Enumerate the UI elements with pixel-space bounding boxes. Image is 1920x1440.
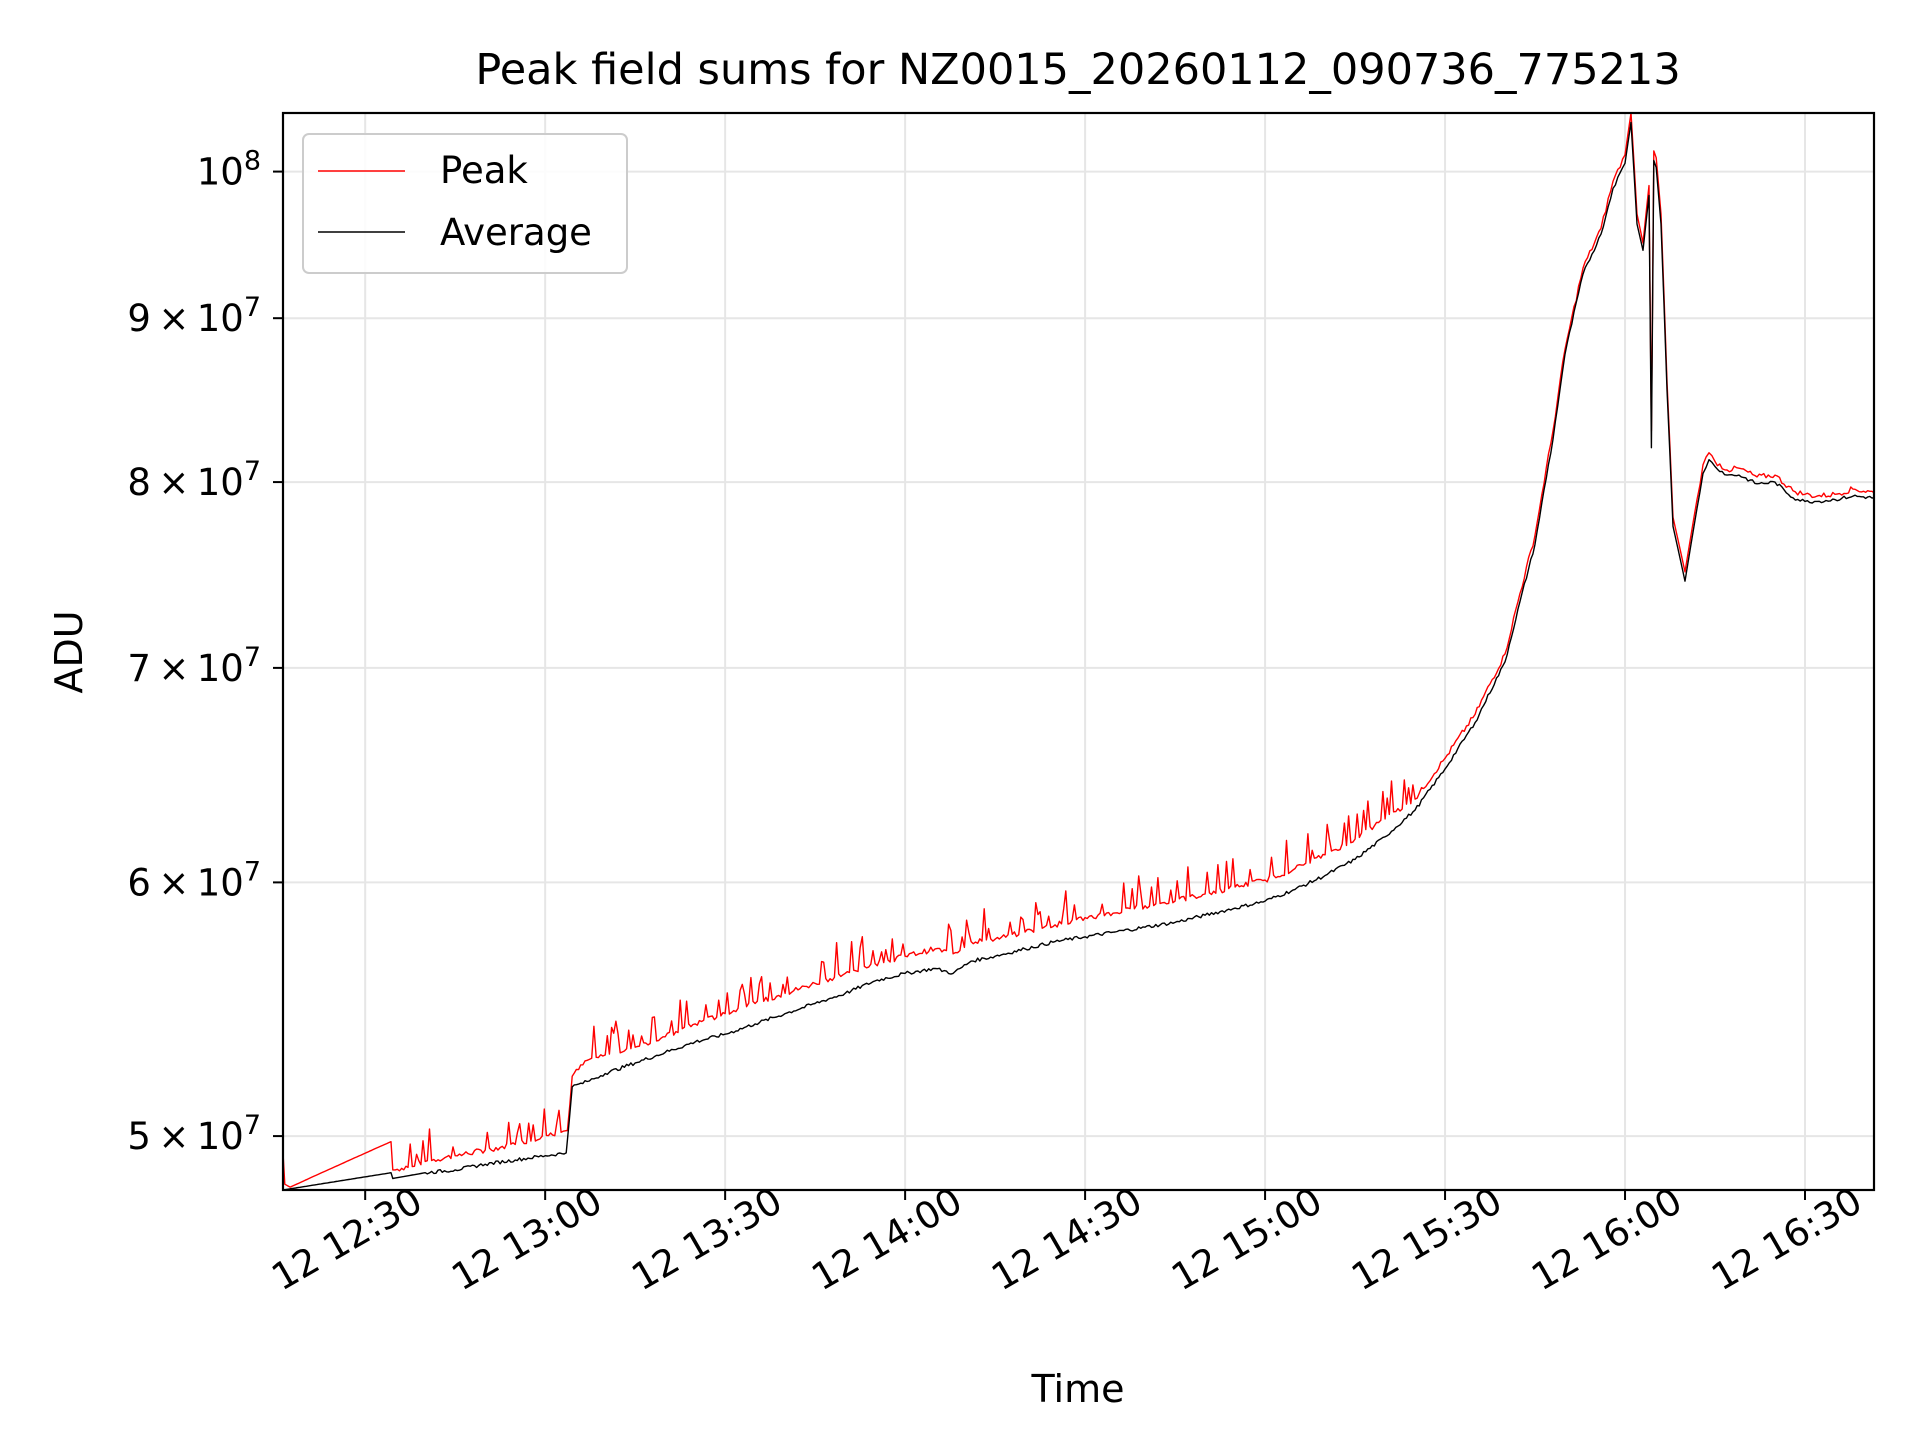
- y-tick-label: 7 × 107: [127, 642, 261, 690]
- y-tick-exponent: 7: [244, 642, 261, 673]
- chart-title: Peak field sums for NZ0015_20260112_0907…: [475, 45, 1680, 95]
- y-axis-label: ADU: [47, 610, 91, 693]
- plot-frame: [281, 111, 1876, 1192]
- grid: [283, 113, 1874, 1190]
- series-line-peak: [283, 113, 1874, 1188]
- y-tick-exponent: 8: [244, 146, 261, 177]
- svg-text:8 × 107: 8 × 107: [127, 456, 261, 504]
- svg-text:7 × 107: 7 × 107: [127, 642, 261, 690]
- y-tick-exponent: 7: [244, 292, 261, 323]
- x-axis-label: Time: [1031, 1367, 1125, 1411]
- y-axis: 5 × 107 6 × 107 7 × 107 8 × 107 9 × 107 108: [127, 146, 283, 1158]
- y-tick-mantissa: 7: [127, 647, 151, 690]
- svg-text:9 × 107: 9 × 107: [127, 292, 261, 340]
- y-tick-label: 6 × 107: [127, 856, 261, 904]
- y-tick-label: 9 × 107: [127, 292, 261, 340]
- series-line-average: [283, 121, 1874, 1190]
- y-tick-exponent: 7: [244, 1110, 261, 1141]
- series-layer: [283, 113, 1874, 1190]
- legend-label-peak: Peak: [440, 149, 528, 192]
- y-tick-exponent: 7: [244, 456, 261, 487]
- svg-text:5 × 107: 5 × 107: [127, 1110, 261, 1158]
- y-tick-mantissa: 8: [127, 461, 151, 504]
- y-tick-label: 5 × 107: [127, 1110, 261, 1158]
- y-tick-mantissa: 9: [127, 297, 151, 340]
- y-tick-exponent: 7: [244, 856, 261, 887]
- svg-text:6 × 107: 6 × 107: [127, 856, 261, 904]
- y-tick-mantissa: 5: [127, 1115, 151, 1158]
- y-tick-label: 8 × 107: [127, 456, 261, 504]
- legend-label-average: Average: [440, 211, 592, 254]
- legend-box: [302, 133, 628, 274]
- svg-text:108: 108: [197, 146, 261, 194]
- y-tick-mantissa: 6: [127, 861, 151, 904]
- y-tick-label: 108: [197, 146, 261, 194]
- legend: Peak Average: [302, 133, 628, 274]
